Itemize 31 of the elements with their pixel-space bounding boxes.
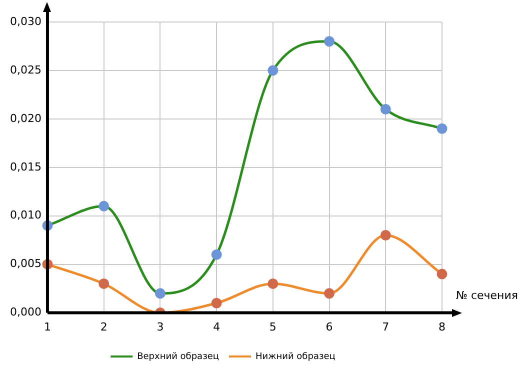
point — [436, 268, 448, 280]
x-tick-label: 1 — [44, 320, 51, 334]
y-tick-label: 0,020 — [10, 112, 42, 125]
point — [211, 298, 222, 308]
x-tick-label: 5 — [269, 320, 276, 334]
y-tick-label: 0,030 — [10, 14, 42, 28]
point — [98, 278, 110, 289]
point — [436, 123, 448, 134]
point — [324, 288, 335, 299]
point — [154, 288, 166, 299]
point — [268, 65, 278, 76]
legend-label: Нижний образец — [256, 352, 336, 362]
legend-label: Верхний образец — [137, 352, 220, 362]
point — [211, 249, 222, 260]
x-tick-label: 2 — [100, 320, 108, 334]
x-tick-label: 4 — [213, 320, 220, 334]
y-tick-label: 0,015 — [10, 160, 42, 174]
point — [380, 104, 391, 114]
point — [98, 200, 110, 212]
x-tick-label: 7 — [382, 320, 390, 334]
x-tick-label: 3 — [156, 320, 164, 334]
x-tick-label: 6 — [326, 320, 333, 334]
point — [268, 278, 278, 289]
point — [380, 230, 391, 241]
y-tick-label: 0,000 — [10, 306, 42, 319]
y-tick-label: 0,005 — [10, 257, 42, 270]
y-tick-label: 0,010 — [10, 208, 42, 222]
point — [324, 36, 335, 47]
y-tick-label: 0,025 — [10, 63, 42, 76]
x-tick-label: 8 — [438, 320, 446, 334]
x-axis-title: № сечения — [456, 289, 518, 302]
